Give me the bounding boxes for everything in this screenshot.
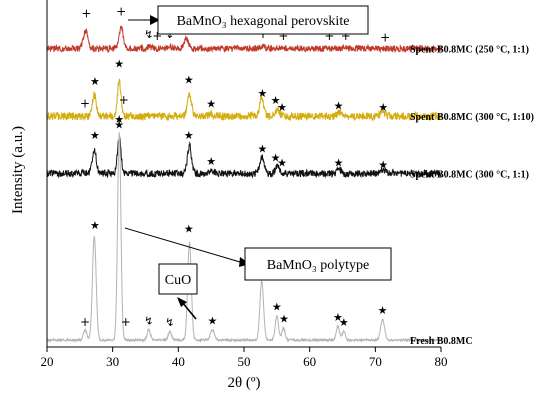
polytype-callout-box xyxy=(244,247,392,281)
marker-star-25: ★ xyxy=(184,129,194,142)
marker-star-38: ★ xyxy=(279,313,289,326)
x-tick-label-3: 50 xyxy=(238,354,251,369)
marker-plus-8: + xyxy=(278,29,288,43)
marker-star-33: ★ xyxy=(114,113,124,126)
marker-star-13: ★ xyxy=(114,58,124,71)
marker-plus-42: + xyxy=(80,315,90,329)
series-label-1: Spent B0.8MC (300 °C, 1:10) xyxy=(410,112,534,123)
marker-star-20: ★ xyxy=(277,101,287,114)
x-tick-label-6: 80 xyxy=(435,354,448,369)
cuo-callout-arrowhead xyxy=(177,297,187,307)
cuo-callout-arrow xyxy=(181,301,197,320)
x-tick-layer: 20 30 40 50 60 70 80 xyxy=(41,347,448,369)
marker-star-21: ★ xyxy=(334,99,344,112)
x-tick-label-5: 70 xyxy=(369,354,382,369)
marker-star-30: ★ xyxy=(334,157,344,170)
marker-star-39: ★ xyxy=(333,311,343,324)
series-line-3 xyxy=(46,132,442,343)
series-line-1 xyxy=(46,78,442,122)
hexagonal-callout-arrowhead xyxy=(150,15,160,25)
series-layer xyxy=(46,25,442,343)
marker-star-28: ★ xyxy=(271,151,281,164)
marker-star-40: ★ xyxy=(339,316,349,329)
marker-layer: ++↯+↯+++++++★★++★★★★★★★★★★★★★★★★★★★★★★★★… xyxy=(80,5,390,330)
marker-star-41: ★ xyxy=(378,304,388,317)
series-label-2: Spent B0.8MC (300 °C, 1:1) xyxy=(410,170,529,181)
marker-plus-3: + xyxy=(152,29,162,43)
hexagonal-callout: BaMnO₃ hexagonal perovskite xyxy=(128,5,369,35)
marker-star-24: ★ xyxy=(114,118,124,131)
marker-bolt-44: ↯ xyxy=(144,314,153,327)
marker-star-35: ★ xyxy=(208,314,218,327)
series-line-0 xyxy=(46,25,442,54)
cuo-callout-text: CuO xyxy=(165,273,191,288)
marker-bolt-2: ↯ xyxy=(144,28,153,41)
cuo-callout: CuO xyxy=(158,263,198,320)
marker-star-16: ★ xyxy=(184,73,194,86)
x-tick-label-2: 40 xyxy=(172,354,185,369)
marker-plus-0: + xyxy=(81,6,91,20)
x-tick-label-4: 60 xyxy=(303,354,316,369)
marker-star-18: ★ xyxy=(257,87,267,100)
marker-plus-9: + xyxy=(324,29,334,43)
series-label-layer: Spent B0.8MC (250 °C, 1:1) Spent B0.8MC (… xyxy=(410,45,534,347)
y-axis-label: Intensity (a.u.) xyxy=(10,126,26,214)
marker-star-31: ★ xyxy=(378,158,388,171)
marker-star-27: ★ xyxy=(257,143,267,156)
marker-star-12: ★ xyxy=(90,75,100,88)
marker-plus-14: + xyxy=(80,97,90,111)
marker-star-37: ★ xyxy=(272,301,282,314)
marker-star-22: ★ xyxy=(378,101,388,114)
marker-star-23: ★ xyxy=(90,129,100,142)
marker-bolt-45: ↯ xyxy=(165,316,174,329)
hexagonal-callout-text: BaMnO₃ hexagonal perovskite xyxy=(177,14,350,29)
x-axis-label: 2θ (º) xyxy=(227,375,260,391)
marker-star-34: ★ xyxy=(184,222,194,235)
marker-star-32: ★ xyxy=(90,219,100,232)
hexagonal-callout-box xyxy=(157,5,369,35)
series-label-3: Fresh B0.8MC xyxy=(410,336,473,347)
marker-plus-43: + xyxy=(121,315,131,329)
series-label-0: Spent B0.8MC (250 °C, 1:1) xyxy=(410,45,529,56)
polytype-callout-text: BaMnO₃ polytype xyxy=(267,258,369,273)
marker-star-29: ★ xyxy=(277,157,287,170)
marker-star-17: ★ xyxy=(206,98,216,111)
marker-bolt-4: ↯ xyxy=(165,28,174,41)
cuo-callout-box xyxy=(158,263,198,295)
polytype-callout: BaMnO₃ polytype xyxy=(124,227,392,281)
marker-star-19: ★ xyxy=(271,94,281,107)
x-tick-label-0: 20 xyxy=(41,354,54,369)
polytype-callout-arrow xyxy=(124,227,241,263)
marker-plus-1: + xyxy=(116,5,126,19)
series-line-2 xyxy=(46,135,442,179)
x-tick-label-1: 30 xyxy=(106,354,119,369)
marker-star-26: ★ xyxy=(206,155,216,168)
marker-plus-11: + xyxy=(380,31,390,45)
marker-plus-15: + xyxy=(119,93,129,107)
marker-plus-10: + xyxy=(341,29,351,43)
